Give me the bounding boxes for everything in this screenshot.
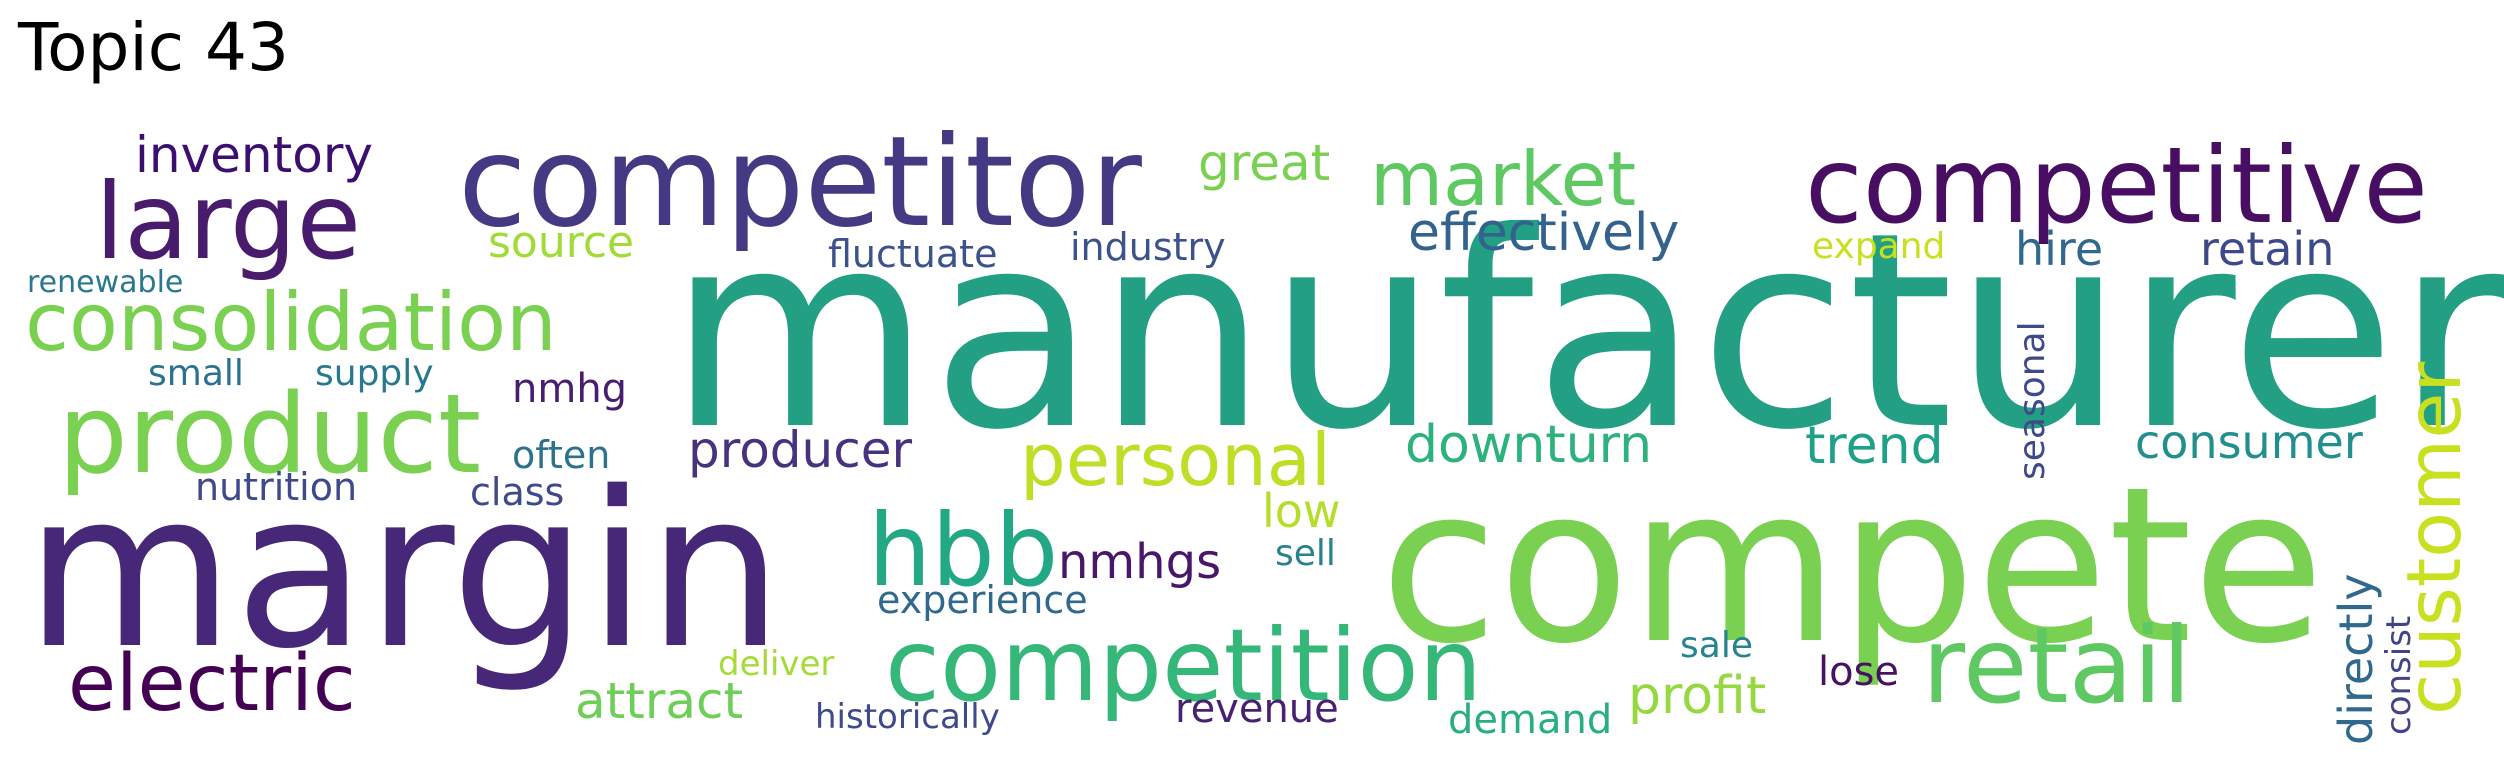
word-downturn: downturn bbox=[1405, 415, 1652, 475]
word-retail: retail bbox=[1922, 605, 2191, 727]
word-sell: sell bbox=[1275, 533, 1336, 574]
word-class: class bbox=[470, 470, 564, 514]
word-often: often bbox=[512, 433, 610, 477]
word-compete: compete bbox=[1380, 440, 2325, 691]
word-trend: trend bbox=[1805, 416, 1944, 476]
word-historically: historically bbox=[815, 697, 1000, 737]
word-experience: experience bbox=[877, 578, 1088, 622]
word-deliver: deliver bbox=[718, 644, 834, 684]
word-large: large bbox=[95, 161, 361, 283]
word-hire: hire bbox=[2015, 222, 2103, 276]
word-competitive: competitive bbox=[1805, 125, 2428, 247]
word-inventory: inventory bbox=[135, 126, 373, 184]
word-nmhg: nmhg bbox=[512, 366, 627, 412]
word-product: product bbox=[58, 370, 481, 498]
word-lose: lose bbox=[1818, 649, 1899, 695]
word-attract: attract bbox=[575, 672, 743, 730]
word-producer: producer bbox=[688, 421, 912, 479]
word-customer: customer bbox=[2390, 362, 2478, 715]
word-market: market bbox=[1370, 135, 1636, 223]
word-source: source bbox=[488, 217, 634, 268]
word-consist: consist bbox=[2379, 616, 2419, 735]
word-revenue: revenue bbox=[1175, 686, 1339, 732]
word-competition: competition bbox=[885, 607, 1482, 724]
word-great: great bbox=[1198, 134, 1330, 192]
word-industry: industry bbox=[1070, 225, 1226, 269]
word-fluctuate: fluctuate bbox=[828, 232, 997, 276]
word-hbb: hbb bbox=[868, 492, 1058, 609]
word-competitor: competitor bbox=[458, 110, 1142, 255]
word-sale: sale bbox=[1680, 625, 1753, 666]
word-nutrition: nutrition bbox=[195, 465, 357, 509]
figure-title: Topic 43 bbox=[18, 9, 289, 86]
word-retain: retain bbox=[2200, 222, 2334, 276]
word-personal: personal bbox=[1020, 418, 1331, 502]
word-supply: supply bbox=[315, 353, 434, 394]
word-low: low bbox=[1262, 484, 1341, 538]
word-expand: expand bbox=[1812, 226, 1945, 267]
word-directly: directly bbox=[2329, 573, 2383, 745]
word-profit: profit bbox=[1628, 666, 1766, 726]
word-demand: demand bbox=[1448, 697, 1612, 743]
word-manufacturer: manufacturer bbox=[668, 174, 2504, 489]
word-consumer: consumer bbox=[2135, 415, 2363, 469]
word-nmhgs: nmhgs bbox=[1058, 534, 1221, 590]
word-effectively: effectively bbox=[1408, 203, 1679, 263]
word-consolidation: consolidation bbox=[25, 276, 557, 369]
word-margin: margin bbox=[25, 445, 783, 696]
word-seasonal: seasonal bbox=[2012, 321, 2053, 480]
word-small: small bbox=[148, 353, 244, 394]
word-renewable: renewable bbox=[27, 265, 183, 300]
word-electric: electric bbox=[68, 639, 356, 729]
